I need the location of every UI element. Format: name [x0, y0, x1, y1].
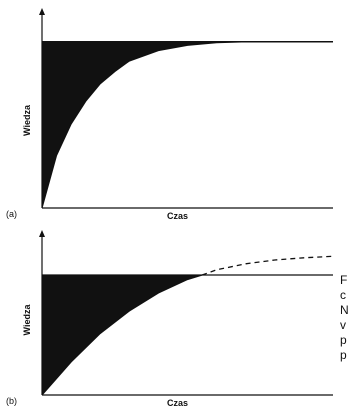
panel-b-label: (b)	[6, 396, 17, 406]
panel-a: Wiedza Czas (a)	[6, 8, 333, 221]
panel-a-shaded-region	[42, 41, 333, 208]
panel-b-shaded-region	[42, 275, 203, 395]
panel-b-y-axis-title: Wiedza	[22, 304, 32, 336]
cut-off-letter: c	[340, 288, 346, 302]
cut-off-letter: F	[340, 273, 347, 287]
panel-b-learning-curve-extrapolated	[201, 255, 334, 276]
panel-b-y-axis-arrow	[39, 230, 45, 237]
cut-off-letter: N	[340, 303, 349, 317]
panel-a-label: (a)	[6, 209, 17, 219]
panel-b-learning-curve	[41, 274, 203, 396]
panel-a-x-axis-title: Czas	[167, 211, 188, 221]
panel-a-y-axis-title: Wiedza	[22, 104, 32, 136]
panel-b-x-axis-title: Czas	[167, 398, 188, 408]
cut-off-letter: p	[340, 348, 347, 362]
cut-off-letter: p	[340, 333, 347, 347]
panel-a-y-axis-arrow	[39, 8, 45, 15]
panel-b: Wiedza Czas (b)	[6, 230, 334, 408]
cut-off-letter: v	[340, 318, 346, 332]
